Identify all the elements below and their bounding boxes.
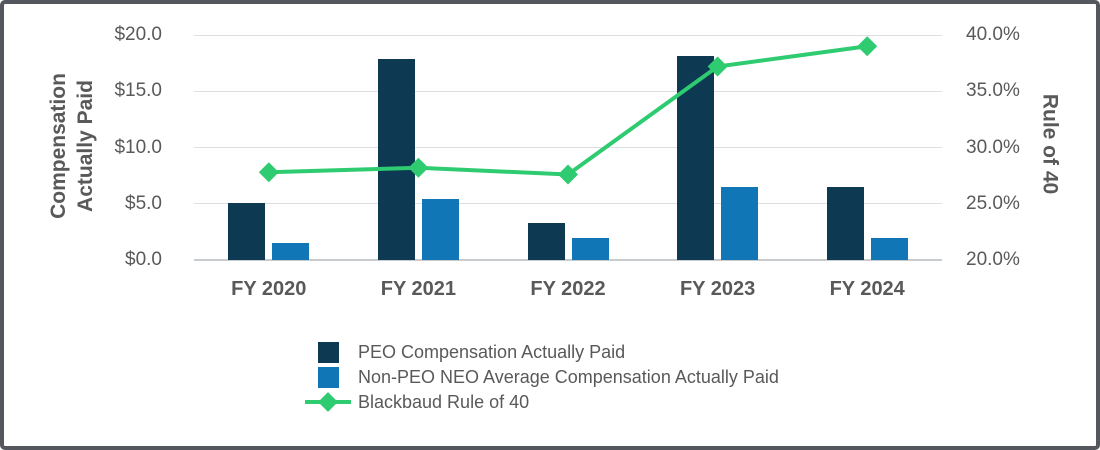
rule-of-40-marker-fy-2024 [857,36,878,57]
rule-of-40-marker-fy-2022 [558,164,578,185]
left-axis-tick-label: $20.0 [114,24,162,45]
legend-label-rule-of-40: Blackbaud Rule of 40 [358,391,530,412]
rule-of-40-marker-fy-2020 [258,162,279,183]
right-axis-tick-label: 30.0% [966,136,1020,158]
x-axis-label-fy-2023: FY 2023 [679,278,756,300]
legend-item-peo: PEO Compensation Actually Paid [305,341,779,363]
x-axis-label-fy-2022: FY 2022 [530,278,606,300]
rule-of-40-line [268,44,868,177]
legend-item-non-peo: Non-PEO NEO Average Compensation Actuall… [305,366,779,388]
gridline [194,34,942,36]
right-axis-tick-label: 40.0% [966,24,1020,45]
non-peo-bar-fy-2021 [421,199,459,260]
non-peo-bar-fy-2024 [870,237,908,260]
non-peo-bar-fy-2022 [571,237,609,260]
legend: PEO Compensation Actually Paid Non-PEO N… [305,341,779,416]
right-axis-tick-label: 35.0% [966,80,1020,102]
left-axis-tick-label: $5.0 [125,192,162,214]
rule-of-40-legend-sample [305,391,351,413]
peo-bar-fy-2020 [228,202,266,260]
non-peo-bar-fy-2023 [721,186,759,260]
right-axis-tick-label: 25.0% [966,192,1020,214]
x-axis-label-fy-2021: FY 2021 [380,278,457,300]
peo-bar-fy-2022 [527,222,565,260]
right-axis-tick-label: 20.0% [966,249,1020,270]
non-peo-bar-fy-2020 [272,243,310,260]
peo-swatch-icon [317,341,339,363]
left-axis-tick-label: $15.0 [114,80,162,102]
gridline [194,203,942,205]
legend-item-rule-of-40: Blackbaud Rule of 40 [305,391,779,413]
gridline [194,90,942,92]
legend-label-non-peo: Non-PEO NEO Average Compensation Actuall… [358,366,779,387]
left-axis-tick-label: $0.0 [125,249,162,270]
legend-label-peo: PEO Compensation Actually Paid [358,341,626,362]
left-axis-title-line1: Compensation [47,73,70,219]
peo-bar-fy-2021 [377,58,415,260]
gridline [194,147,942,148]
x-axis-label-fy-2024: FY 2024 [829,278,905,300]
diamond-marker-icon [318,392,338,412]
non-peo-swatch-icon [317,366,339,388]
peo-legend-sample [305,341,351,363]
peo-bar-fy-2023 [677,56,715,260]
x-axis-line [194,259,942,261]
peo-bar-fy-2024 [826,186,864,260]
right-axis-title: Rule of 40 [1038,93,1062,195]
non-peo-legend-sample [305,366,351,388]
left-axis-tick-label: $10.0 [114,136,162,158]
x-axis-label-fy-2020: FY 2020 [231,278,307,300]
